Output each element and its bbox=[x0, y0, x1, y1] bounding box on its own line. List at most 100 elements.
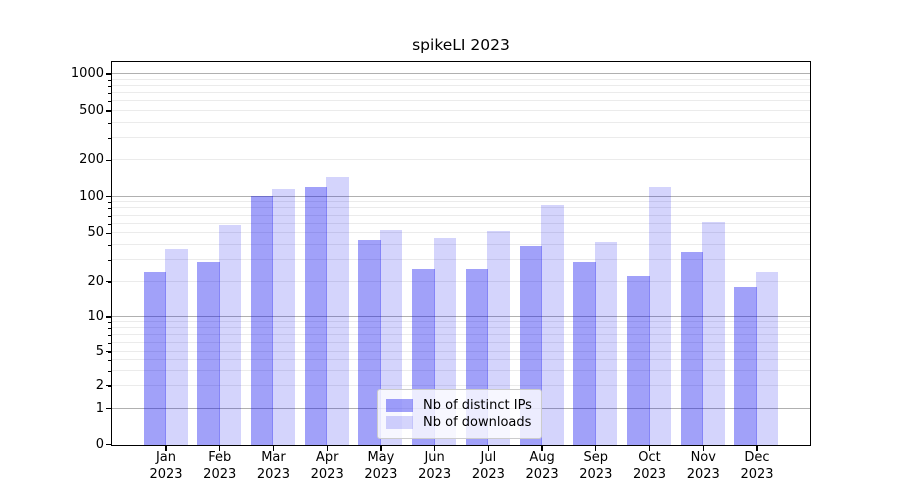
legend-row-downloads: Nb of downloads bbox=[386, 415, 532, 430]
y-tick-label: 50 bbox=[87, 225, 104, 241]
y-minor-tick-mark bbox=[108, 342, 111, 344]
y-tick-label: 0 bbox=[95, 436, 104, 452]
minor-gridline bbox=[111, 232, 810, 234]
minor-gridline bbox=[111, 214, 810, 216]
bar-downloads-apr bbox=[326, 176, 349, 445]
bar-downloads-sep bbox=[594, 242, 618, 445]
x-tick-year: 2023 bbox=[364, 466, 398, 482]
y-minor-tick-mark bbox=[108, 79, 111, 81]
legend-swatch-distinct-ips bbox=[386, 399, 413, 412]
x-tick-mark bbox=[702, 446, 704, 451]
minor-gridline bbox=[111, 137, 810, 139]
x-tick-month: Jan bbox=[155, 450, 177, 465]
x-tick-month: Jun bbox=[424, 450, 445, 465]
minor-gridline bbox=[111, 350, 810, 352]
y-tick-label: 2 bbox=[95, 377, 104, 393]
chart-title: spikeLI 2023 bbox=[412, 36, 510, 54]
y-tick-mark bbox=[106, 73, 111, 75]
x-tick-year: 2023 bbox=[740, 466, 774, 482]
x-tick-mark bbox=[433, 446, 436, 451]
x-tick-mark bbox=[380, 446, 382, 451]
y-minor-tick-mark bbox=[108, 322, 111, 324]
plot-area bbox=[110, 60, 811, 446]
minor-gridline bbox=[111, 84, 810, 86]
bar-distinct-ips-may bbox=[358, 239, 381, 445]
x-tick-mark bbox=[272, 446, 275, 451]
x-tick-label: Nov 2023 bbox=[675, 450, 731, 483]
minor-gridline bbox=[111, 121, 810, 123]
x-tick-year: 2023 bbox=[203, 466, 237, 482]
minor-gridline bbox=[111, 207, 810, 209]
x-tick-mark bbox=[165, 446, 167, 451]
minor-gridline bbox=[111, 109, 810, 111]
y-tick-mark bbox=[106, 443, 111, 446]
legend-row-distinct-ips: Nb of distinct IPs bbox=[386, 398, 532, 413]
bar-downloads-dec bbox=[755, 271, 779, 445]
minor-gridline bbox=[111, 280, 810, 282]
y-minor-tick-mark bbox=[108, 160, 111, 162]
y-minor-tick-mark bbox=[108, 202, 111, 204]
bar-downloads-oct bbox=[648, 186, 672, 445]
x-tick-label: Aug 2023 bbox=[514, 450, 570, 483]
x-tick-month: May bbox=[367, 450, 395, 465]
y-tick-label: 100 bbox=[79, 188, 104, 204]
major-gridline bbox=[111, 73, 810, 74]
minor-gridline bbox=[111, 100, 810, 102]
minor-gridline bbox=[111, 358, 810, 360]
y-minor-tick-mark bbox=[108, 92, 111, 94]
x-tick-label: Mar 2023 bbox=[245, 450, 301, 483]
x-tick-mark bbox=[541, 446, 543, 451]
y-tick-label: 5 bbox=[95, 343, 104, 359]
x-tick-year: 2023 bbox=[256, 466, 290, 482]
x-tick-year: 2023 bbox=[149, 466, 183, 482]
bar-distinct-ips-jan bbox=[143, 271, 166, 445]
bar-distinct-ips-mar bbox=[250, 196, 274, 445]
x-tick-year: 2023 bbox=[525, 466, 559, 482]
y-tick-label: 20 bbox=[87, 273, 104, 289]
y-tick-mark bbox=[106, 232, 111, 234]
minor-gridline bbox=[111, 341, 810, 343]
y-tick-mark bbox=[106, 196, 111, 198]
x-tick-year: 2023 bbox=[686, 466, 720, 482]
y-tick-label: 1 bbox=[95, 400, 104, 416]
x-tick-month: Oct bbox=[638, 450, 661, 465]
x-tick-label: Dec 2023 bbox=[729, 450, 785, 483]
bar-distinct-ips-sep bbox=[573, 261, 596, 445]
y-minor-tick-mark bbox=[108, 328, 111, 330]
x-tick-label: Apr 2023 bbox=[299, 450, 355, 483]
y-tick-mark bbox=[106, 159, 111, 161]
y-minor-tick-mark bbox=[108, 223, 111, 225]
y-minor-tick-mark bbox=[108, 101, 111, 103]
minor-gridline bbox=[111, 333, 810, 335]
x-tick-month: Feb bbox=[208, 450, 232, 465]
bar-downloads-feb bbox=[218, 224, 242, 445]
x-tick-label: Oct 2023 bbox=[622, 450, 678, 483]
x-tick-label: Jun 2023 bbox=[407, 450, 463, 483]
x-tick-label: Jan 2023 bbox=[138, 450, 194, 483]
y-minor-tick-mark bbox=[108, 138, 111, 140]
legend: Nb of distinct IPs Nb of downloads bbox=[377, 389, 542, 439]
x-tick-mark bbox=[487, 446, 489, 451]
bar-downloads-jan bbox=[165, 248, 188, 445]
x-tick-label: Sep 2023 bbox=[568, 450, 624, 483]
y-minor-tick-mark bbox=[108, 281, 111, 283]
y-tick-label: 1000 bbox=[70, 66, 104, 81]
minor-gridline bbox=[111, 327, 810, 329]
bar-distinct-ips-oct bbox=[627, 276, 650, 445]
minor-gridline bbox=[111, 321, 810, 323]
x-tick-month: Dec bbox=[744, 450, 770, 465]
y-minor-tick-mark bbox=[108, 233, 111, 235]
x-tick-mark bbox=[595, 446, 597, 451]
y-minor-tick-mark bbox=[108, 260, 111, 262]
x-tick-label: Jul 2023 bbox=[460, 450, 516, 483]
y-minor-tick-mark bbox=[108, 370, 111, 372]
y-minor-tick-mark bbox=[108, 245, 111, 247]
y-minor-tick-mark bbox=[108, 208, 111, 210]
y-tick-mark bbox=[106, 316, 111, 318]
x-tick-month: Apr bbox=[315, 450, 339, 465]
x-tick-month: Aug bbox=[529, 450, 555, 465]
major-gridline bbox=[111, 316, 810, 317]
legend-label-downloads: Nb of downloads bbox=[423, 415, 532, 430]
bar-downloads-mar bbox=[272, 188, 295, 445]
